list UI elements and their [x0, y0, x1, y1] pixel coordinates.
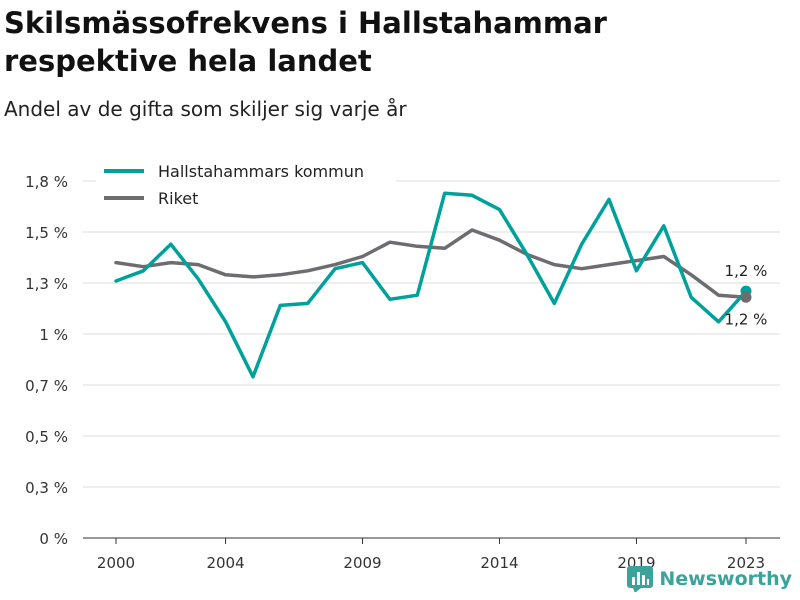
y-tick-label: 1,5 %	[25, 224, 68, 242]
legend-label-hallstahammar: Hallstahammars kommun	[158, 162, 364, 181]
x-tick-label: 2004	[206, 554, 244, 572]
y-tick-label: 0 %	[39, 530, 68, 548]
end-label-hallstahammar: 1,2 %	[725, 262, 768, 280]
y-tick-label: 1,3 %	[25, 275, 68, 293]
x-tick-label: 2009	[343, 554, 381, 572]
x-tick-label: 2000	[97, 554, 135, 572]
newsworthy-logo-icon	[627, 566, 654, 592]
y-tick-label: 1,8 %	[25, 173, 68, 191]
newsworthy-logo-text: Newsworthy	[659, 568, 792, 590]
y-tick-label: 0,5 %	[25, 428, 68, 446]
x-tick-label: 2014	[480, 554, 518, 572]
newsworthy-logo: Newsworthy	[627, 566, 792, 592]
end-label-riket: 1,2 %	[725, 310, 768, 328]
legend-label-riket: Riket	[158, 189, 198, 208]
chart-subtitle: Andel av de gifta som skiljer sig varje …	[4, 97, 407, 121]
end-point-riket	[740, 291, 752, 303]
y-tick-label: 1 %	[39, 326, 68, 344]
x-tick-label: 2023	[727, 554, 765, 572]
y-tick-label: 0,3 %	[25, 479, 68, 497]
y-tick-label: 0,7 %	[25, 377, 68, 395]
chart-title: Skilsmässofrekvens i Hallstahammar respe…	[4, 6, 607, 78]
series-line-hallstahammar	[114, 191, 748, 379]
legend-background	[96, 155, 396, 213]
